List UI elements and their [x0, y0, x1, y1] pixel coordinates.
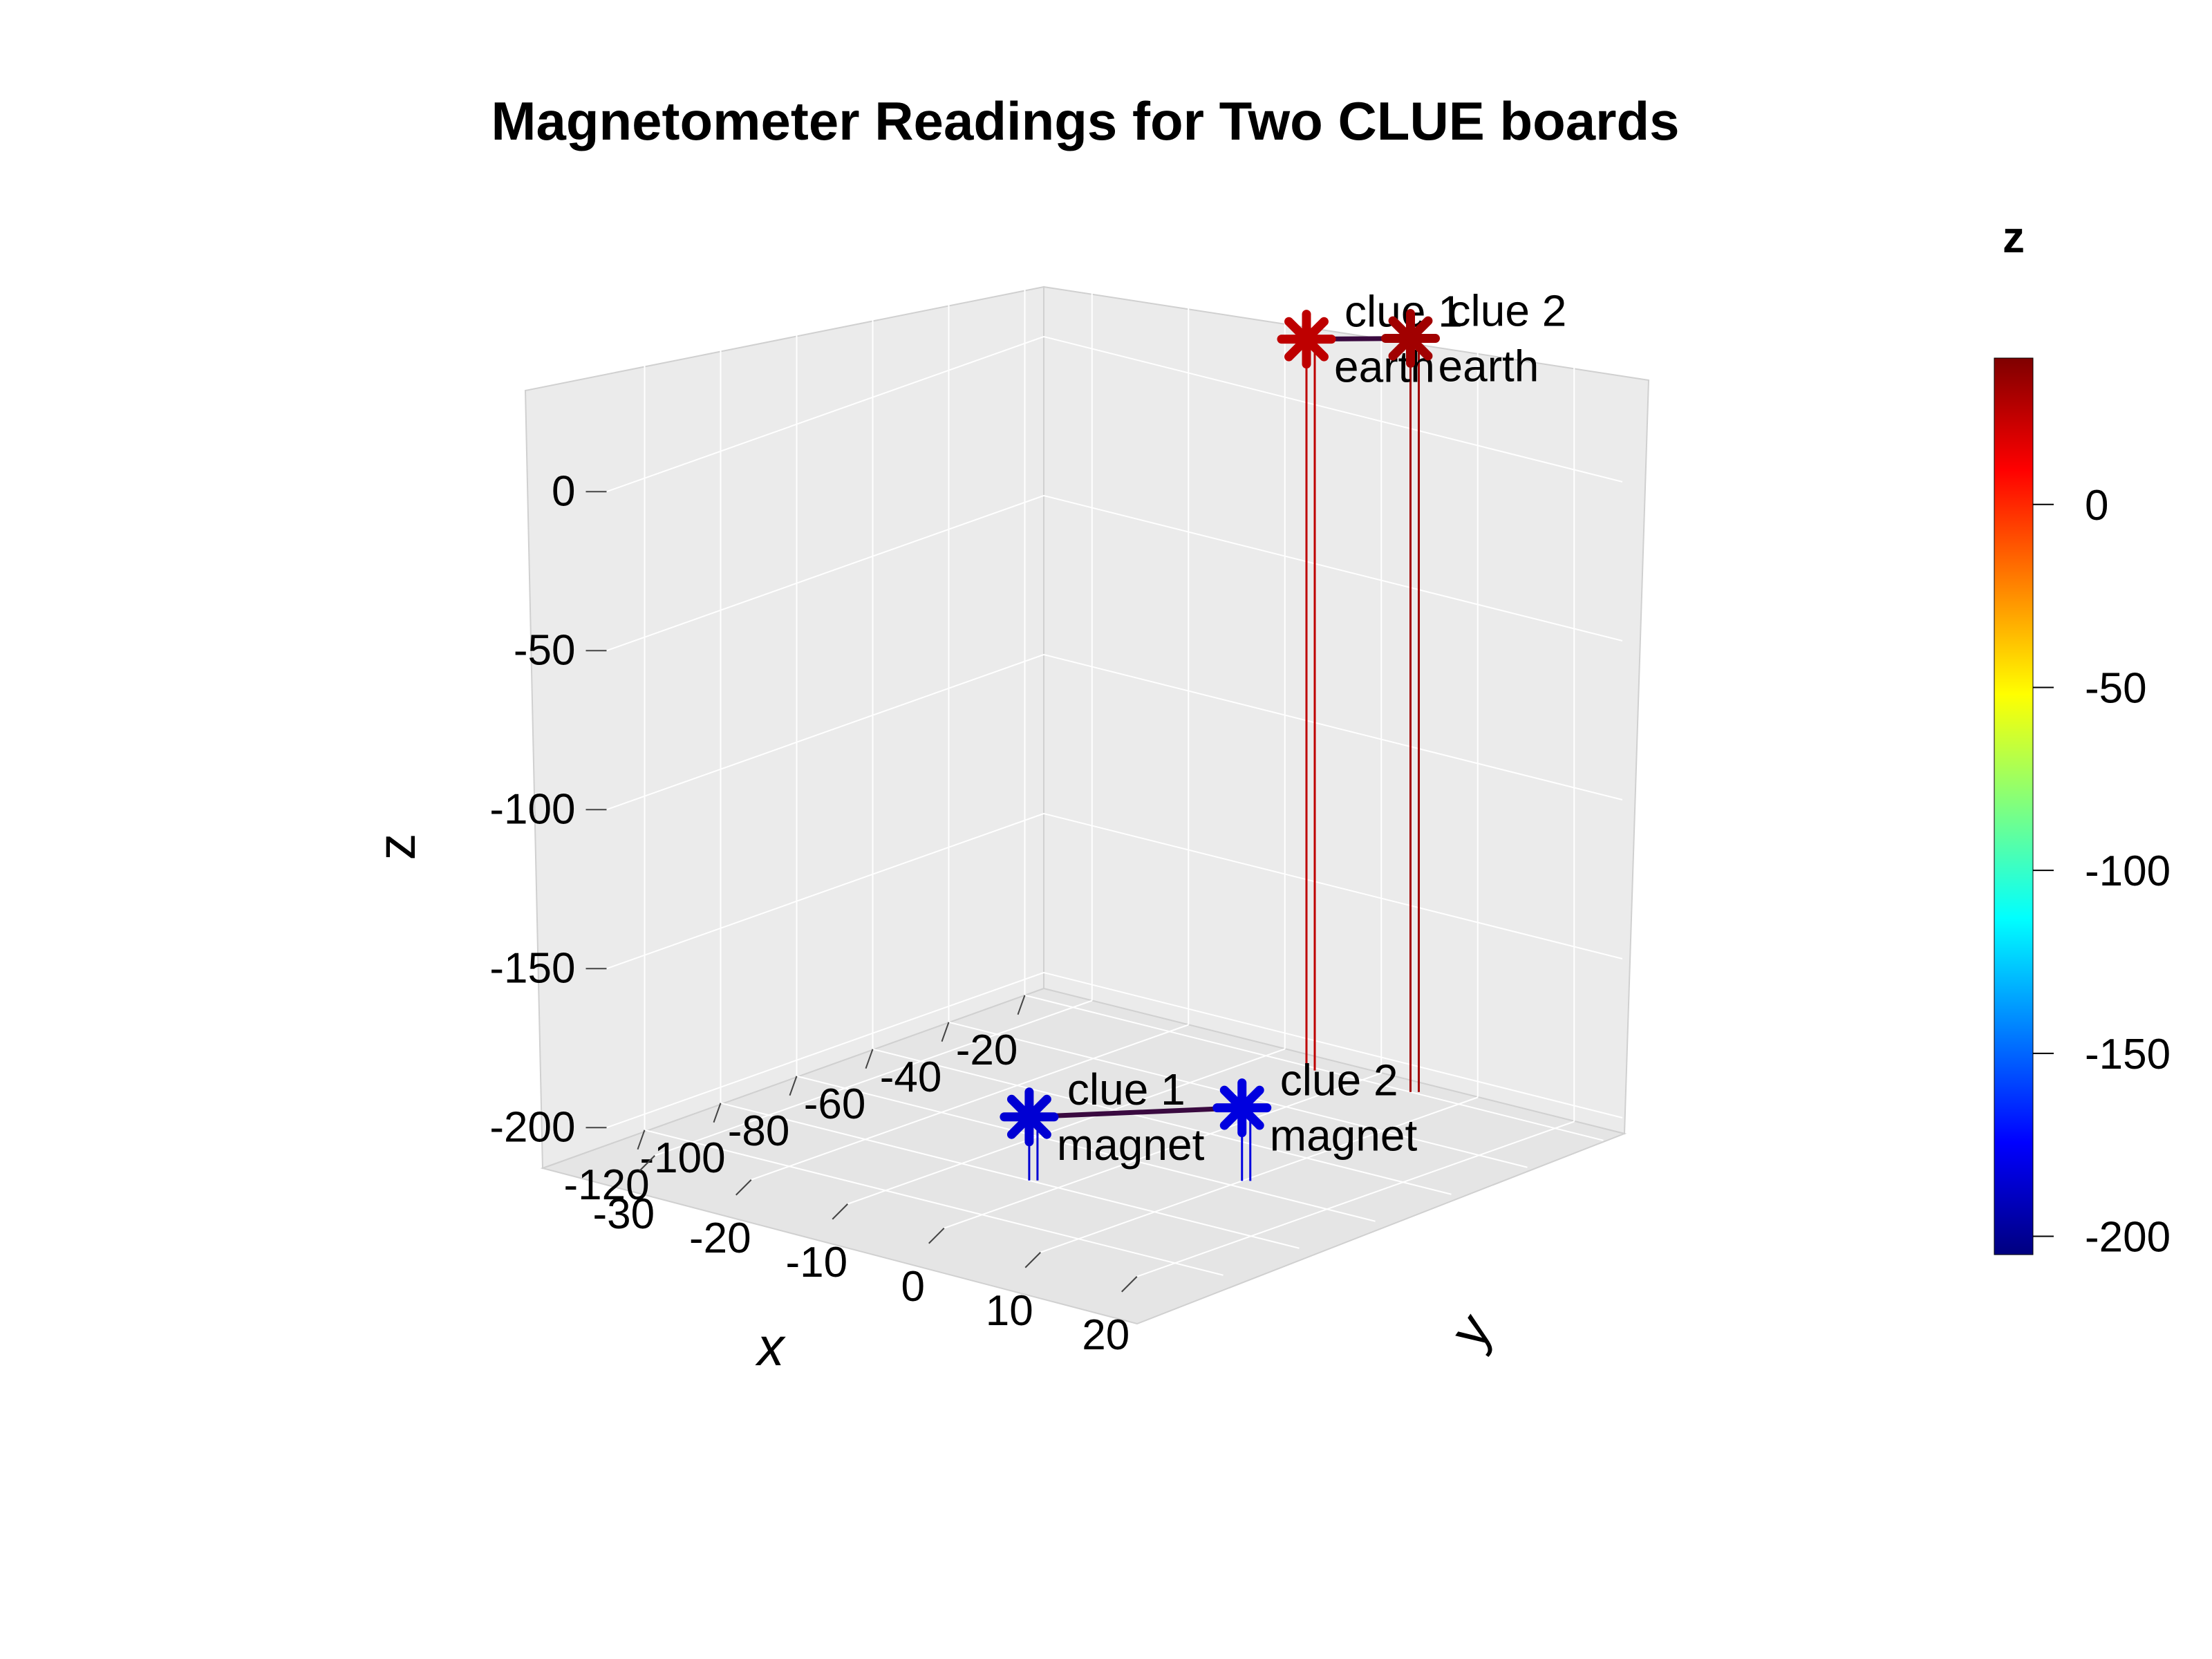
- grid-line-x: [720, 1102, 1300, 1249]
- y-tick-label: -30: [592, 1190, 655, 1238]
- x-tick-label: -80: [728, 1107, 790, 1155]
- x-tick-mark: [637, 1130, 646, 1150]
- data-point-marker: [1000, 1087, 1059, 1147]
- grid-line-z: [606, 972, 1044, 1129]
- colorbar-tick-label: 0: [2085, 482, 2108, 529]
- colorbar-tick-label: -200: [2085, 1214, 2171, 1262]
- grid-line-z: [606, 813, 1044, 970]
- x-tick-mark: [713, 1103, 722, 1123]
- x-tick-label: -20: [956, 1027, 1018, 1074]
- grid-line-z: [1043, 813, 1623, 959]
- z-tick-label: 0: [552, 467, 575, 515]
- colorbar-tick-label: -100: [2085, 847, 2171, 895]
- grid-line-z: [1043, 972, 1623, 1118]
- grid-line-y: [654, 1000, 1093, 1156]
- y-tick-label: -10: [785, 1239, 847, 1286]
- data-point-marker: [1277, 310, 1336, 369]
- z-tick-label: -200: [489, 1103, 575, 1151]
- point-label: clue 2 magnet: [1270, 1056, 1418, 1161]
- data-point-marker: [1212, 1078, 1272, 1138]
- y-tick-label: 0: [901, 1263, 925, 1311]
- colorbar-tick-label: -150: [2085, 1031, 2171, 1078]
- grid-line-x: [644, 1129, 1224, 1276]
- z-tick-label: -150: [489, 944, 575, 992]
- grid-line-y: [847, 1048, 1286, 1205]
- grid-line-z: [1043, 336, 1623, 482]
- x-tick-label: -40: [880, 1053, 942, 1101]
- grid-line-z: [606, 336, 1044, 493]
- grid-line-y: [1136, 1121, 1575, 1277]
- x-tick-label: -120: [563, 1161, 649, 1209]
- y-tick-mark: [639, 1155, 655, 1172]
- y-tick-mark: [832, 1203, 848, 1220]
- plot-panes: [524, 285, 1650, 1325]
- grid-line-z: [606, 495, 1044, 652]
- connector-line: [1029, 1105, 1242, 1120]
- colorbar-tick-label: -50: [2085, 664, 2147, 712]
- y-tick-mark: [735, 1179, 752, 1196]
- colorbar-ticks: 0 -50 -100 -150 -200: [2033, 482, 2171, 1262]
- point-label: clue 1 magnet: [1057, 1065, 1205, 1170]
- y-tick-label: 10: [986, 1287, 1033, 1335]
- data-point-marker: [1381, 309, 1440, 368]
- colorbar-title: z: [2003, 212, 2025, 262]
- y-tick-label: -20: [689, 1215, 751, 1262]
- chart-title: Magnetometer Readings for Two CLUE board…: [491, 91, 1679, 151]
- x-tick-mark: [789, 1076, 798, 1096]
- grid-line-z: [1043, 495, 1623, 641]
- grid-line-y: [751, 1024, 1189, 1181]
- y-tick-label: 20: [1082, 1311, 1130, 1359]
- y-tick-mark: [1024, 1252, 1041, 1268]
- z-tick-label: -100: [489, 785, 575, 833]
- x-tick-mark: [1017, 995, 1026, 1015]
- x-tick-mark: [941, 1022, 950, 1042]
- axis-ticks: -120-100-80-60-40-20-30-20-10010200-50-1…: [489, 467, 1138, 1359]
- floor-pane: [540, 987, 1627, 1325]
- back-right-pane: [1043, 285, 1650, 1135]
- grid-line-y: [1040, 1096, 1479, 1253]
- z-tick-label: -50: [514, 626, 576, 674]
- z-axis-title: z: [366, 834, 427, 861]
- grid-line-x: [796, 1075, 1376, 1222]
- grid-line-x: [872, 1048, 1452, 1195]
- grid-line-z: [606, 654, 1044, 811]
- y-tick-mark: [928, 1228, 945, 1244]
- colorbar: [1994, 357, 2034, 1255]
- grid-lines: [606, 216, 1623, 1277]
- point-label: clue 2 earth: [1438, 286, 1567, 391]
- x-axis-title: x: [755, 1316, 787, 1377]
- grid-line-z: [1043, 654, 1623, 800]
- y-tick-mark: [1121, 1276, 1138, 1293]
- x-tick-label: -100: [639, 1134, 725, 1182]
- x-tick-label: -60: [804, 1080, 866, 1128]
- x-tick-mark: [865, 1049, 874, 1069]
- grid-line-y: [944, 1072, 1382, 1229]
